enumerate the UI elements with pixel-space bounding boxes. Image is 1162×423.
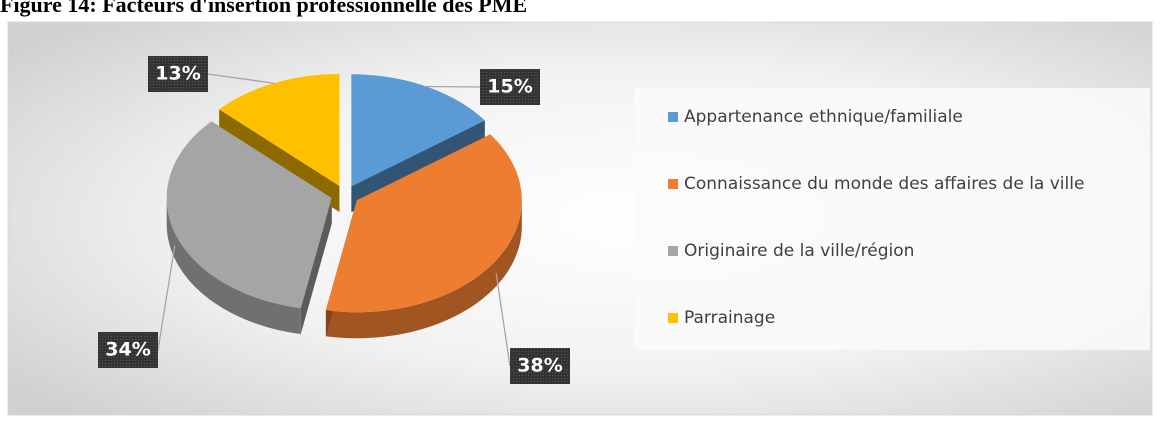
- leader-line: [426, 85, 481, 88]
- data-label-box: [480, 69, 540, 105]
- chart-title: Figure 14: Facteurs d'insertion professi…: [0, 0, 527, 17]
- leader-line: [157, 245, 176, 351]
- data-label: 34%: [105, 339, 150, 361]
- data-label: 38%: [517, 355, 562, 377]
- data-label: 13%: [155, 63, 200, 85]
- slice: [166, 121, 332, 309]
- legend-box: [635, 88, 1150, 350]
- slice-side: [166, 198, 301, 335]
- leader-line: [495, 273, 511, 367]
- slice-side: [325, 200, 522, 339]
- slice: [219, 74, 340, 187]
- data-label-box: [510, 348, 570, 384]
- data-label-box: [148, 56, 208, 92]
- leader-line: [207, 73, 275, 84]
- legend-label: Appartenance ethnique/familiale: [684, 107, 963, 127]
- legend-label: Connaissance du monde des affaires de la…: [684, 174, 1084, 194]
- legend-swatch: [668, 112, 678, 122]
- legend-label: Parrainage: [684, 308, 775, 328]
- legend-label: Originaire de la ville/région: [684, 241, 914, 261]
- data-label: 15%: [487, 76, 532, 98]
- legend-swatch: [668, 246, 678, 256]
- slice: [351, 74, 485, 187]
- legend-swatch: [668, 313, 678, 323]
- slice: [325, 134, 522, 313]
- legend-swatch: [668, 179, 678, 189]
- slice-wall: [300, 198, 332, 335]
- data-label-box: [98, 332, 158, 368]
